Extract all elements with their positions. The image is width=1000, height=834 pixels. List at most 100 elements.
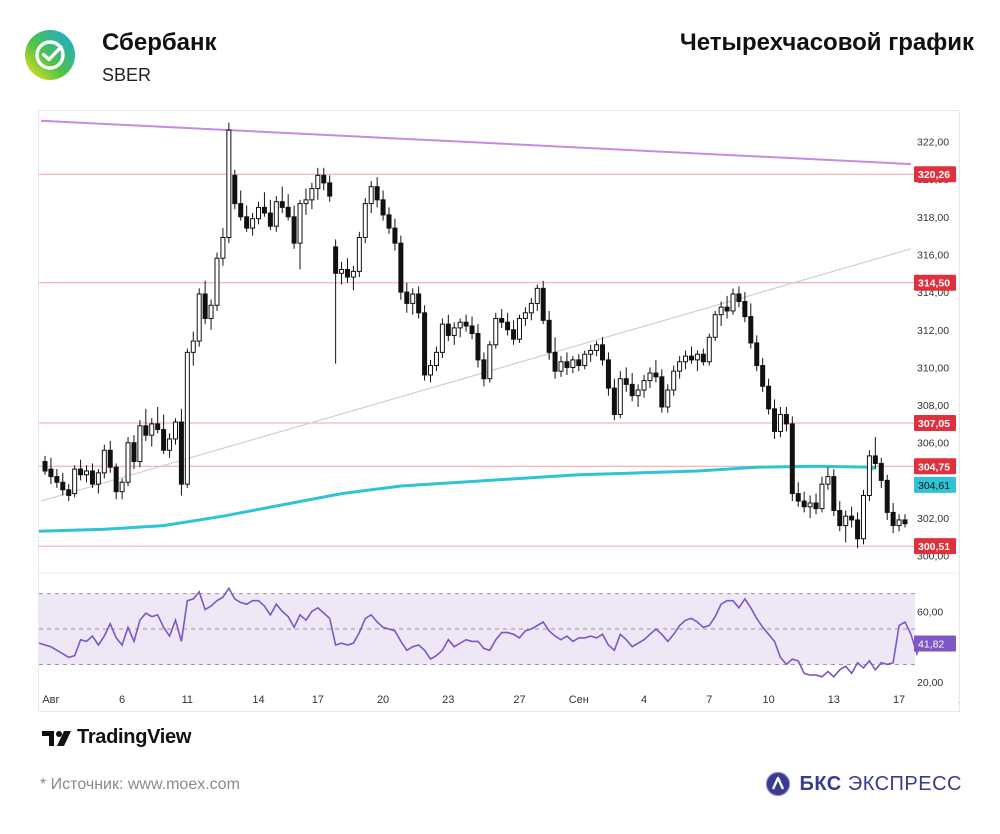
candle-down [872, 455, 878, 464]
x-tick-label: 17 [893, 694, 905, 706]
ma-badge [914, 476, 956, 493]
candle-down [143, 425, 149, 436]
candle-up [487, 344, 493, 380]
candle-down [445, 323, 451, 336]
candle-up [807, 502, 813, 508]
level-badge-label: 307,05 [918, 418, 950, 430]
candle-up [214, 257, 220, 306]
candle-down [611, 387, 617, 415]
candle-down [659, 376, 665, 408]
candle-down [700, 353, 706, 363]
candle-up [433, 351, 439, 367]
candle-down [576, 359, 582, 367]
candle-down [902, 519, 908, 525]
candle-up [588, 349, 594, 355]
candle-down [772, 408, 778, 432]
level-badge-label: 304,75 [918, 461, 950, 473]
candle-down [748, 316, 754, 344]
x-tick-label: 4 [641, 694, 647, 706]
candle-up [208, 304, 214, 319]
price-tick-label: 316,00 [917, 249, 949, 261]
x-tick-label: 7 [706, 694, 712, 706]
candle-down [66, 489, 72, 496]
bcs-brand-text: БКС ЭКСПРЕСС [799, 773, 962, 796]
candle-down [261, 206, 267, 214]
candle-up [309, 188, 315, 201]
candle-up [350, 270, 356, 278]
candle-down [327, 182, 333, 197]
candle-up [250, 218, 256, 229]
candle-up [528, 302, 534, 314]
candle-up [297, 203, 303, 244]
candle-up [594, 344, 600, 351]
sber-logo-icon [25, 30, 75, 80]
candle-up [683, 355, 689, 363]
candle-up [184, 351, 190, 485]
candle-up [896, 519, 902, 527]
price-tick-label: 306,00 [917, 438, 949, 450]
level-badge [914, 166, 956, 183]
level-badge [914, 274, 956, 291]
candle-up [647, 372, 653, 382]
candle-up [730, 293, 736, 312]
candle-down [795, 493, 801, 502]
candle-down [285, 206, 291, 218]
candle-down [629, 383, 635, 397]
candle-down [416, 293, 422, 314]
candle-down [499, 317, 505, 323]
candle-up [558, 361, 564, 372]
candle-down [89, 470, 95, 485]
candle-up [582, 353, 588, 367]
candle-up [362, 203, 368, 239]
candle-up [172, 421, 178, 440]
candle-up [149, 423, 155, 436]
ma-line [37, 464, 876, 533]
x-tick-label: 17 [312, 694, 324, 706]
candle-down [333, 246, 339, 274]
candle-up [196, 293, 202, 342]
support-trendline [40, 248, 912, 502]
price-tick-label: 302,00 [917, 513, 949, 525]
candle-down [546, 319, 552, 353]
company-name: Сбербанк [102, 29, 217, 56]
candle-up [339, 269, 345, 274]
candle-up [84, 470, 90, 476]
price-tick-label: 322,00 [917, 136, 949, 148]
candle-up [451, 327, 457, 336]
candle-down [837, 510, 843, 527]
tradingview-brand: TradingView [77, 726, 192, 748]
rsi-tick-label: 60,00 [917, 606, 943, 618]
candle-down [374, 186, 380, 201]
x-tick-label: Сен [569, 694, 589, 706]
candle-up [273, 201, 279, 227]
candle-up [256, 206, 262, 220]
candle-up [119, 481, 125, 493]
candle-down [855, 519, 861, 540]
tradingview-logo-icon [42, 731, 71, 746]
candle-up [777, 413, 783, 432]
candle-down [244, 216, 250, 229]
candle-up [72, 468, 78, 495]
candle-down [202, 293, 208, 319]
candle-down [392, 227, 398, 244]
level-badge-label: 320,26 [918, 169, 950, 181]
bcs-brand-bold: БКС [799, 772, 842, 795]
candle-down [469, 325, 475, 335]
candle-down [760, 365, 766, 387]
x-tick-label: 22 [958, 694, 959, 706]
candle-down [344, 269, 350, 278]
rsi-badge-label: 41,82 [918, 639, 944, 651]
price-tick-label: 312,00 [917, 325, 949, 337]
level-badge [914, 458, 956, 475]
candle-down [238, 203, 244, 218]
candle-down [475, 333, 481, 361]
candle-up [190, 340, 196, 353]
candle-up [220, 237, 226, 259]
x-tick-label: 11 [182, 694, 193, 706]
bcs-logo-icon [766, 772, 791, 796]
price-tick-label: 308,00 [917, 400, 949, 412]
candle-down [849, 515, 855, 521]
candle-up [570, 359, 576, 368]
rsi-line [38, 586, 935, 678]
